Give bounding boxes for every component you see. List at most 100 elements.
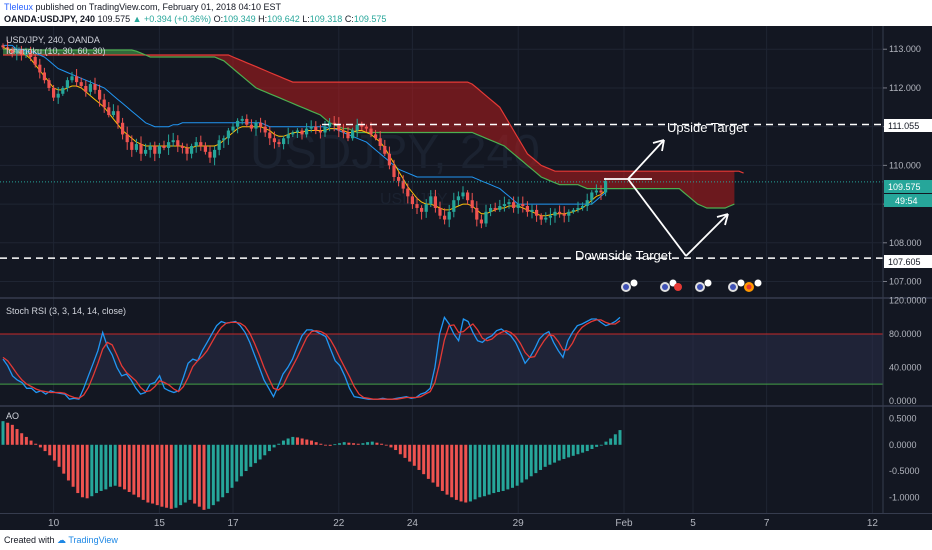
candle-body [75, 76, 79, 83]
ao-bar [34, 443, 38, 445]
candle [291, 130, 295, 138]
candle [360, 121, 364, 131]
stoch-rsi-legend[interactable]: Stoch RSI (3, 3, 14, 14, close) [6, 306, 126, 316]
time-tick-label: Feb [615, 518, 633, 529]
ao-bar [557, 444, 561, 461]
candle-body [249, 124, 253, 129]
candle [277, 139, 281, 148]
ao-bar [20, 433, 24, 445]
price-tick-label: 107.000 [889, 277, 922, 287]
candle [475, 201, 479, 227]
candle [415, 197, 419, 215]
candle [410, 193, 414, 209]
ao-bar [263, 444, 267, 456]
close-label: C: [344, 14, 354, 24]
candle-body [157, 146, 161, 154]
symbol-legend[interactable]: USD/JPY, 240, OANDA [6, 35, 100, 45]
candle [539, 213, 543, 225]
candle [433, 189, 437, 213]
candle [263, 120, 267, 137]
bar-countdown: 49:54 [895, 196, 918, 206]
tradingview-brand[interactable]: TradingView [68, 535, 118, 545]
chart-header: Tleleux published on TradingView.com, Fe… [0, 0, 932, 26]
ao-bar [202, 444, 206, 510]
chart-area[interactable]: USDJPY, 240 USD/JPY Upside Target Downsi… [0, 26, 932, 530]
candle-body [360, 124, 364, 127]
ao-bar [66, 444, 70, 481]
close-value: 109.575 [353, 14, 387, 24]
candle-body [52, 87, 56, 98]
event-icon-flag-us[interactable] [695, 279, 712, 293]
candle-body [139, 144, 143, 154]
ao-bar [492, 444, 496, 494]
price-tick-label: 113.000 [889, 44, 921, 54]
upside-arrow [627, 139, 665, 180]
created-with-text: Created with ☁ TradingView [4, 535, 118, 546]
stoch-band-fill [0, 334, 883, 385]
rebound-arrowhead [716, 213, 729, 226]
economic-events[interactable] [621, 279, 762, 293]
candle [295, 128, 299, 138]
downside-arrow [627, 178, 687, 257]
candle-body [443, 215, 447, 220]
candle [378, 131, 382, 151]
candle [337, 117, 341, 138]
ao-bar [487, 444, 491, 495]
event-icon-flag-jp[interactable] [744, 279, 762, 293]
created-label: Created with [4, 535, 55, 545]
stoch-k-line [2, 315, 621, 400]
ao-bar [319, 443, 323, 445]
candle-body [576, 207, 580, 210]
candle-body [512, 202, 516, 208]
candle-body [525, 206, 529, 212]
candle [125, 126, 129, 150]
event-icon-flag-us[interactable] [660, 279, 682, 293]
ao-bar [123, 444, 127, 490]
candle-body [452, 200, 456, 212]
candle [328, 117, 332, 132]
candle [479, 214, 483, 229]
candle [282, 135, 286, 150]
candle [351, 127, 355, 141]
ao-bar [567, 444, 571, 458]
ao-bar [328, 444, 332, 446]
ao-bar [281, 440, 285, 445]
candle-body [424, 204, 428, 212]
candle-body [236, 120, 240, 127]
candle [6, 40, 10, 54]
candle-body [277, 142, 281, 145]
ao-legend[interactable]: AO [6, 411, 19, 421]
candle [217, 135, 221, 156]
ao-bar [609, 438, 613, 445]
ao-bar [165, 444, 169, 508]
last-value: 109.575 [97, 14, 131, 24]
candle [148, 142, 152, 158]
candle-body [185, 147, 189, 154]
ao-bar [482, 444, 486, 497]
ao-bar [389, 444, 393, 448]
event-icon-flag-us[interactable] [728, 279, 745, 293]
candle-body [346, 132, 350, 139]
candle [594, 184, 598, 196]
candle [190, 143, 194, 159]
candle-body [1, 45, 5, 48]
author-link[interactable]: Tleleux [4, 2, 34, 12]
candle [236, 118, 240, 134]
ao-bar [398, 444, 402, 455]
time-tick-label: 5 [690, 518, 696, 529]
ao-bar [314, 442, 318, 445]
low-label: L: [302, 14, 310, 24]
published-text: published on TradingView.com, February 0… [35, 2, 282, 12]
ao-bar [384, 444, 388, 446]
event-icon-flag-us[interactable] [621, 279, 638, 293]
candle [355, 118, 359, 138]
ao-tick-label: 0.0000 [889, 440, 917, 450]
candle [19, 45, 23, 61]
candle [249, 119, 253, 132]
ao-bar [618, 430, 622, 445]
ao-bar [235, 444, 239, 482]
ichimoku-legend[interactable]: Ichimoku (10, 30, 60, 30) [6, 46, 106, 56]
candle [139, 136, 143, 161]
time-tick-label: 15 [154, 518, 166, 529]
candle-body [305, 128, 309, 135]
